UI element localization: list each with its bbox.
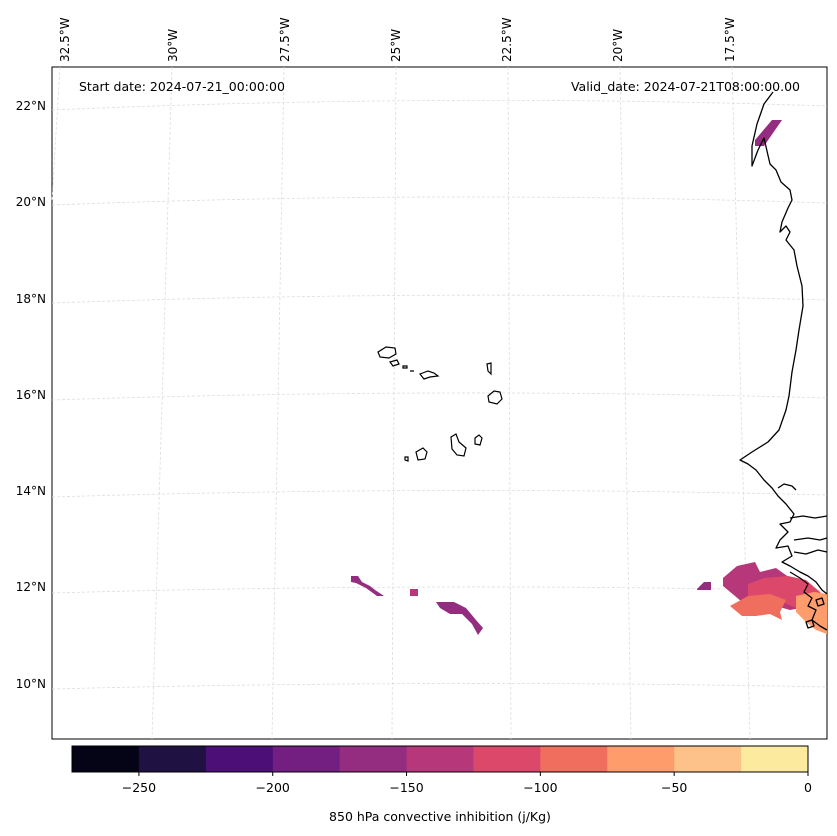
cin-field (351, 120, 827, 635)
colorbar-swatch (674, 746, 742, 772)
colorbar-tick-label: 0 (804, 780, 812, 795)
island-brava (404, 456, 409, 462)
colorbar-swatch (473, 746, 541, 772)
lat-label-18: 18°N (16, 292, 46, 306)
cin-patch-west-1 (351, 576, 384, 596)
lon-label-17-5w: 17.5°W (723, 17, 737, 62)
map-frame (51, 66, 828, 740)
colorbar-swatch (72, 746, 140, 772)
lon-label-32-5w: 32.5°W (58, 17, 72, 62)
colorbar-frame (71, 745, 809, 773)
cape-verde-islands (377, 346, 503, 462)
colorbar-swatch (138, 746, 207, 772)
coastline-mainland (739, 91, 828, 595)
lon-label-30w: 30°W (166, 29, 180, 62)
colorbar-tick-label: −200 (256, 780, 290, 795)
lon-label-22-5w: 22.5°W (500, 17, 514, 62)
colorbar-swatch (540, 746, 608, 772)
lat-label-16: 16°N (16, 388, 46, 402)
colorbar-label: 850 hPa convective inhibition (j/Kg) (329, 809, 551, 824)
colorbar-tick-label: −100 (523, 780, 557, 795)
colorbar-swatch (607, 746, 675, 772)
island-boa-vista (487, 390, 503, 405)
colorbar-tick-label: −250 (122, 780, 156, 795)
lat-label-12: 12°N (16, 580, 46, 594)
island-sao-vicente (388, 359, 400, 367)
island-fogo (415, 447, 428, 461)
island-sal (486, 362, 492, 376)
island-sao-nicolau (410, 370, 440, 380)
colorbar-tick-label: −50 (661, 780, 687, 795)
coastline-gambia (789, 515, 828, 519)
cin-patch-west-2 (410, 589, 418, 596)
gridlines (51, 66, 828, 740)
island-maio (474, 434, 483, 446)
lon-label-20w: 20°W (611, 29, 625, 62)
island-santiago (450, 433, 467, 457)
cin-patch-east-d (730, 594, 786, 620)
colorbar-swatch (272, 746, 341, 772)
coastline-cape-verde-cape (777, 483, 797, 491)
colorbar-swatch (339, 746, 408, 772)
start-date-text: Start date: 2024-07-21_00:00:00 (79, 79, 285, 94)
coastline (739, 91, 828, 631)
lat-label-14: 14°N (16, 484, 46, 498)
lat-label-10: 10°N (16, 677, 46, 691)
colorbar-swatch (741, 746, 809, 772)
lat-label-20: 20°N (16, 195, 46, 209)
colorbar-ticks: −250 −200 −150 −100 −50 0 (122, 772, 812, 795)
lon-label-25w: 25°W (389, 29, 403, 62)
colorbar-tick-label: −150 (389, 780, 423, 795)
coastline-casamance (793, 537, 828, 555)
cin-patch-east-e (796, 592, 827, 634)
cin-patch-east-a (697, 582, 711, 590)
coastline-bissau (789, 571, 828, 631)
island-santa-luzia (402, 365, 408, 369)
lon-label-27-5w: 27.5°W (278, 17, 292, 62)
colorbar: −250 −200 −150 −100 −50 0 850 hPa convective … (71, 745, 812, 824)
lat-labels: 22°N 20°N 18°N 16°N 14°N 12°N 10°N (16, 99, 46, 691)
lat-label-22: 22°N (16, 99, 46, 113)
island-santo-antao (377, 346, 397, 359)
cin-patch-mid (436, 602, 483, 635)
colorbar-swatch (205, 746, 274, 772)
valid-date-text: Valid_date: 2024-07-21T08:00:00.00 (571, 79, 800, 94)
colorbar-swatch (406, 746, 474, 772)
lon-labels: 32.5°W 30°W 27.5°W 25°W 22.5°W 20°W 17.5… (58, 17, 737, 62)
coastline-bijagos (805, 597, 825, 629)
cin-patch-north (755, 120, 782, 146)
colorbar-swatches (72, 746, 809, 772)
